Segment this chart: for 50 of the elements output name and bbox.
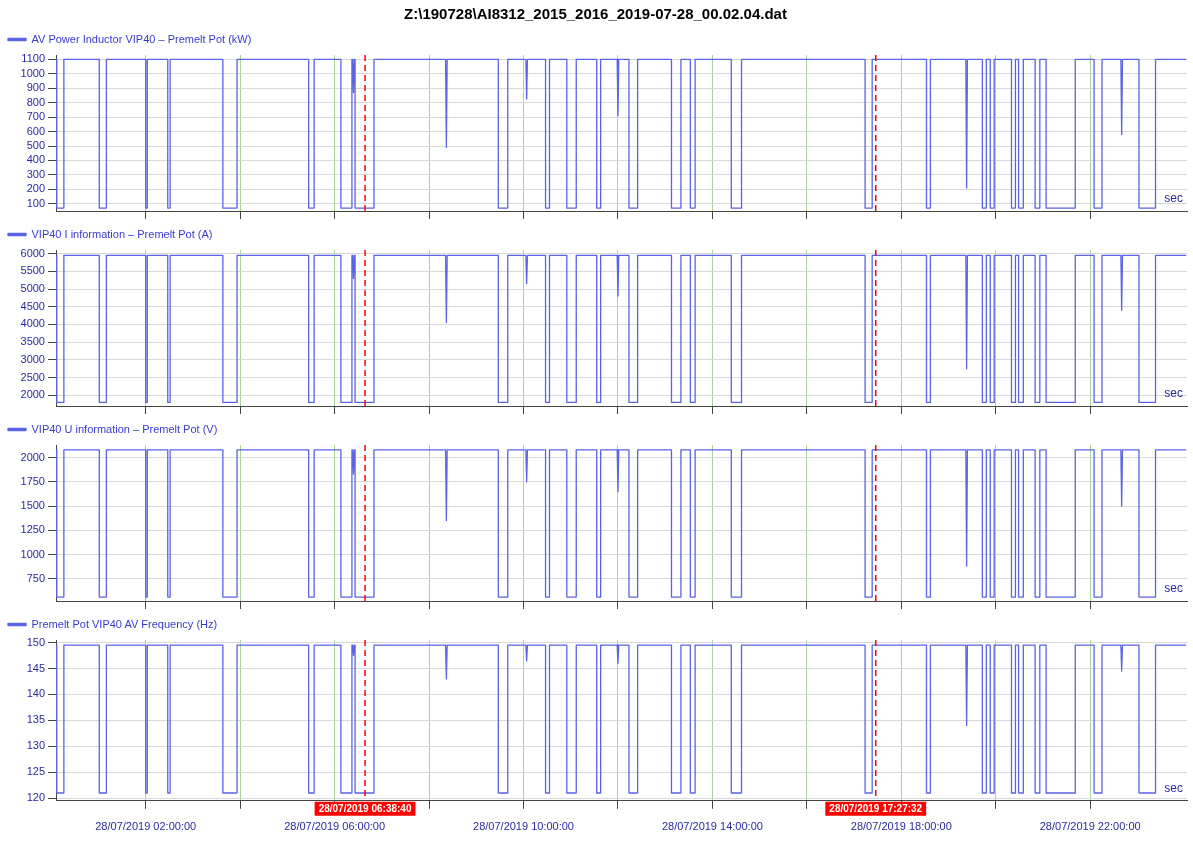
annotation: sec [1164, 191, 1183, 206]
y-tick-label: 3500 [20, 335, 45, 348]
y-tick-label: 2000 [20, 450, 45, 463]
annotation: sec [1164, 781, 1183, 796]
y-tick-label: 120 [26, 791, 45, 804]
annotation: sec [1164, 386, 1183, 401]
y-tick-label: 800 [26, 95, 45, 108]
y-tick-label: 5000 [20, 282, 45, 295]
y-tick-label: 130 [26, 739, 45, 752]
y-tick-label: 100 [26, 196, 45, 209]
y-tick-label: 400 [26, 153, 45, 166]
ref-line-label: 28/07/2019 06:38:40 [318, 802, 412, 814]
y-tick-label: 1750 [20, 474, 45, 487]
x-tick-label: 28/07/2019 02:00:00 [95, 820, 197, 833]
chart-title: Z:\190728\AI8312_2015_2016_2019-07-28_00.02.04.dat [404, 5, 787, 23]
y-tick-label: 2000 [20, 388, 45, 401]
y-tick-label: 5500 [20, 264, 45, 277]
y-tick-label: 2500 [20, 370, 45, 383]
y-tick-label: 125 [26, 765, 45, 778]
y-tick-label: 1250 [20, 523, 45, 536]
legend-label: Premelt Pot VIP40 AV Frequency (Hz) [31, 617, 218, 630]
y-tick-label: 135 [26, 713, 45, 726]
y-tick-label: 200 [26, 182, 45, 195]
ref-line-label: 28/07/2019 17:27:32 [829, 802, 923, 814]
x-tick-label: 28/07/2019 22:00:00 [1039, 820, 1141, 833]
y-tick-label: 145 [26, 661, 45, 674]
y-tick-label: 140 [26, 687, 45, 700]
y-tick-label: 1500 [20, 499, 45, 512]
x-tick-label: 28/07/2019 18:00:00 [850, 820, 952, 833]
y-tick-label: 1000 [20, 66, 45, 79]
y-tick-label: 600 [26, 124, 45, 137]
annotation: sec [1164, 581, 1183, 596]
legend-label: VIP40 I information – Premelt Pot (A) [31, 227, 213, 240]
y-tick-label: 500 [26, 139, 45, 152]
x-tick-label: 28/07/2019 14:00:00 [661, 820, 763, 833]
y-tick-label: 900 [26, 81, 45, 94]
x-tick-label: 28/07/2019 10:00:00 [473, 820, 574, 833]
y-tick-label: 300 [26, 167, 45, 180]
y-tick-label: 1100 [21, 52, 45, 65]
y-tick-label: 750 [26, 571, 45, 584]
y-tick-label: 4500 [20, 299, 45, 312]
y-tick-label: 4000 [20, 317, 45, 330]
y-tick-label: 1000 [20, 547, 45, 560]
y-tick-label: 6000 [20, 246, 45, 259]
legend-label: AV Power Inductor VIP40 – Premelt Pot (kW) [31, 32, 252, 45]
y-tick-label: 150 [26, 635, 45, 648]
y-tick-label: 3000 [20, 352, 45, 365]
legend-label: VIP40 U information – Premelt Pot (V) [31, 422, 218, 435]
x-tick-label: 28/07/2019 06:00:00 [284, 820, 386, 833]
y-tick-label: 700 [26, 110, 45, 123]
